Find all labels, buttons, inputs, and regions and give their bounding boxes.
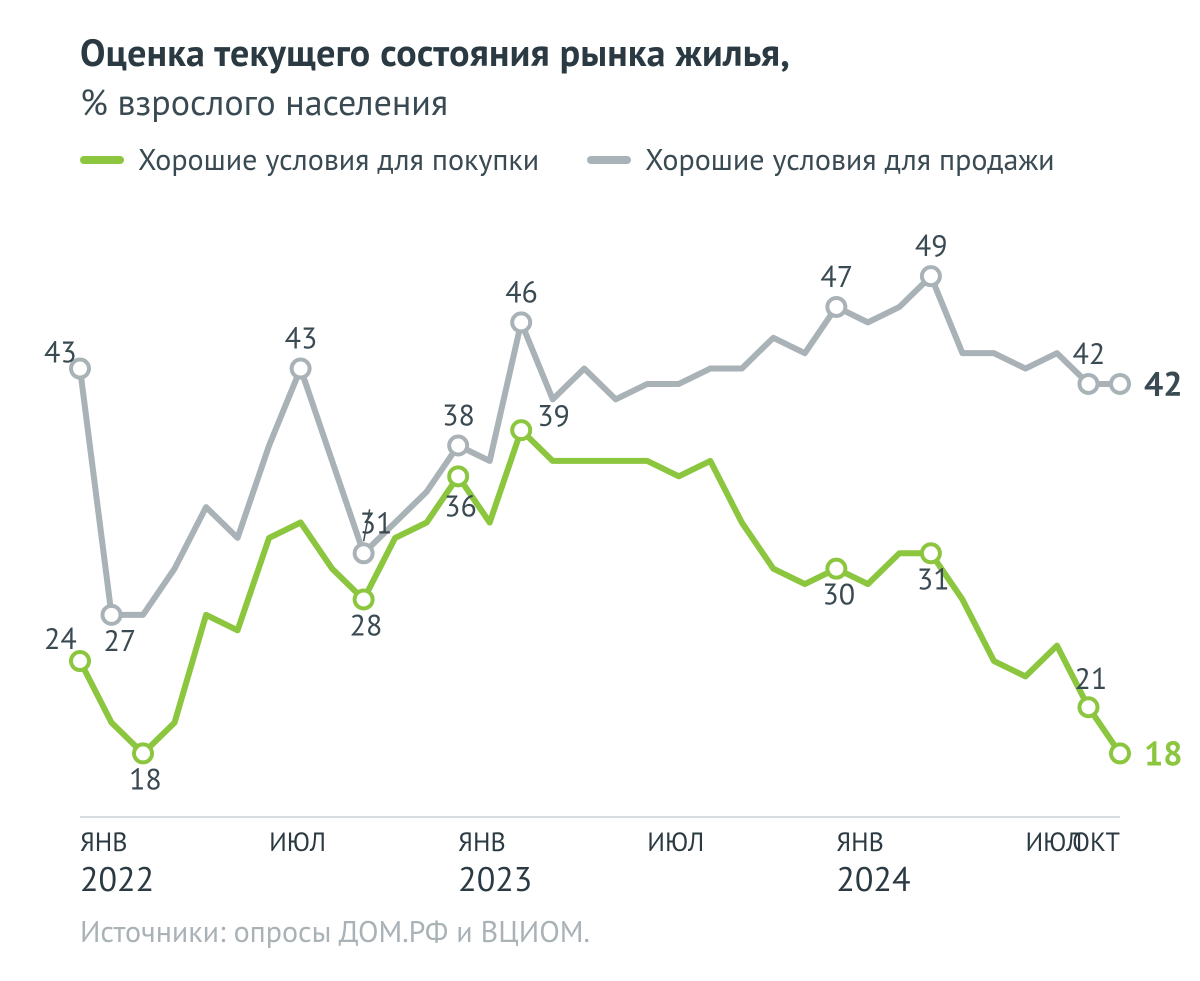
buy-marker [512, 421, 530, 439]
axis-month-label: ИЮЛ [647, 826, 704, 859]
sell-marker [292, 360, 310, 378]
chart-svg: ЯНВ2022ИЮЛЯНВ2023ИЮЛЯНВ2024ИЮЛОКТ4327433… [0, 0, 1200, 981]
buy-data-label: 31 [917, 559, 950, 598]
chart-root: Оценка текущего состояния рынка жилья, %… [0, 0, 1200, 981]
buy-data-label: 36 [444, 486, 477, 525]
buy-data-label: 21 [1074, 659, 1107, 698]
buy-data-label: 24 [44, 619, 77, 658]
buy-line [80, 430, 1120, 753]
axis-year-label: 2022 [80, 857, 154, 901]
axis-year-label: 2024 [836, 857, 910, 901]
axis-month-label: ОКТ [1072, 826, 1120, 859]
sell-data-label: 38 [442, 396, 475, 435]
sell-line [80, 276, 1120, 615]
axis-year-label: 2023 [458, 857, 532, 901]
buy-data-label: 39 [537, 396, 570, 435]
sell-end-label: 42 [1144, 362, 1183, 406]
sell-marker [1079, 375, 1097, 393]
sell-data-label: 49 [915, 226, 948, 265]
buy-data-label: 30 [822, 575, 855, 614]
sell-data-label: 47 [820, 257, 853, 296]
source-text: Источники: опросы ДОМ.РФ и ВЦИОМ. [80, 912, 590, 951]
buy-data-label: 28 [350, 605, 383, 644]
sell-data-label: 42 [1072, 334, 1105, 373]
sell-data-label: 43 [44, 333, 77, 372]
buy-marker [1079, 698, 1097, 716]
sell-data-label: 46 [505, 272, 538, 311]
axis-month-label: ЯНВ [836, 826, 883, 859]
sell-marker [512, 313, 530, 331]
axis-month-label: ЯНВ [458, 826, 505, 859]
buy-marker [449, 467, 467, 485]
sell-marker [449, 437, 467, 455]
buy-marker [1111, 744, 1129, 762]
sell-data-label: 43 [285, 319, 318, 358]
sell-marker [922, 267, 940, 285]
sell-marker [1111, 375, 1129, 393]
sell-marker [827, 298, 845, 316]
axis-month-label: ИЮЛ [269, 826, 326, 859]
buy-end-label: 18 [1144, 731, 1183, 775]
buy-data-label: 18 [129, 759, 162, 798]
sell-data-label: 31 [360, 503, 393, 542]
axis-month-label: ЯНВ [80, 826, 127, 859]
sell-data-label: 27 [104, 621, 137, 660]
sell-marker [355, 544, 373, 562]
